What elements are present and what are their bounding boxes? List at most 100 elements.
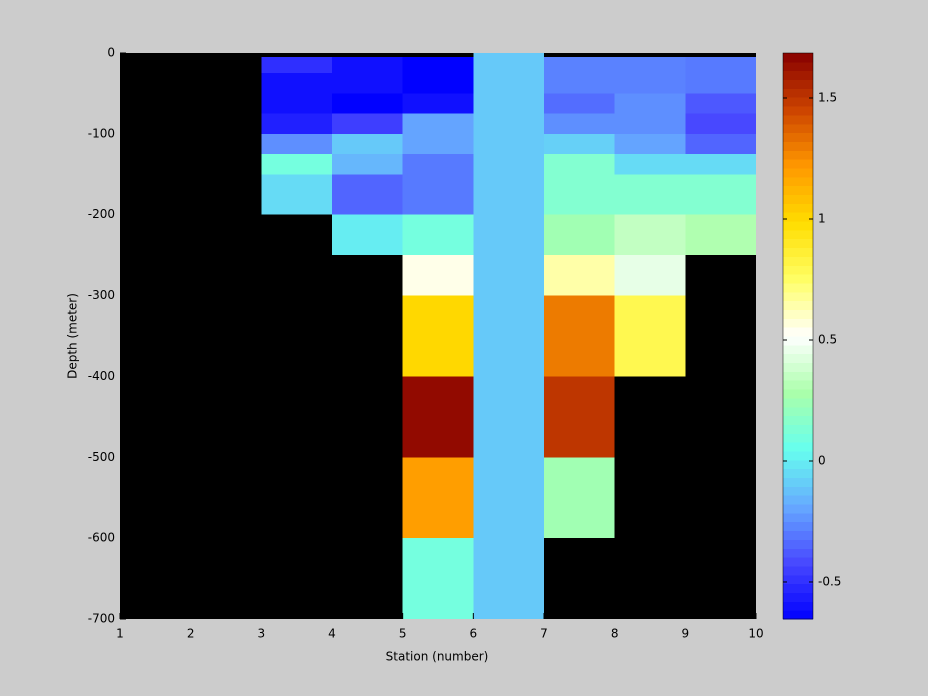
heatmap-cell: [544, 376, 615, 458]
heatmap-cell: [685, 57, 756, 74]
colorbar-segment: [783, 565, 813, 576]
heatmap-cell: [332, 133, 403, 155]
heatmap-cell: [544, 113, 615, 134]
heatmap-cell: [402, 73, 474, 94]
colorbar-segment: [783, 557, 813, 567]
heatmap-cell: [544, 133, 615, 155]
colorbar-segment: [783, 141, 813, 151]
colorbar-segment: [783, 318, 813, 328]
colorbar-segment: [783, 380, 813, 390]
colorbar-segment: [783, 495, 813, 505]
colorbar-tick-label: 1: [818, 212, 826, 226]
heatmap-cell: [402, 538, 474, 619]
heatmap-cell: [473, 255, 544, 296]
heatmap-cell: [685, 93, 756, 114]
colorbar-segment: [783, 238, 813, 249]
colorbar-segment: [783, 203, 813, 213]
colorbar-segment: [783, 282, 813, 293]
x-tick-label: 4: [328, 627, 336, 641]
heatmap-cell: [261, 113, 332, 134]
heatmap-cell: [402, 255, 474, 296]
colorbar-segment: [783, 601, 813, 611]
colorbar-segment: [783, 150, 813, 160]
colorbar-segment: [783, 592, 813, 602]
colorbar-segment: [783, 61, 813, 72]
x-tick-label: 3: [258, 627, 266, 641]
heatmap-cell: [544, 214, 615, 256]
colorbar-segment: [783, 309, 813, 319]
heatmap-cell: [402, 376, 474, 458]
heatmap-cell: [614, 73, 686, 94]
colorbar-segment: [783, 123, 813, 134]
y-tick-label: -500: [88, 450, 115, 464]
colorbar-segment: [783, 300, 813, 310]
colorbar-segment: [783, 212, 813, 222]
heatmap-cell: [614, 93, 686, 114]
colorbar-segment: [783, 265, 813, 275]
colorbar-segment: [783, 221, 813, 231]
heatmap-cell: [473, 57, 544, 74]
x-tick-label: 10: [748, 627, 763, 641]
heatmap-cell: [261, 133, 332, 155]
colorbar-segment: [783, 327, 813, 337]
colorbar-segment: [783, 424, 813, 434]
heatmap-cell: [685, 113, 756, 134]
heatmap-cell: [685, 174, 756, 215]
heatmap-cell: [473, 214, 544, 256]
x-tick-label: 9: [682, 627, 690, 641]
heatmap-cell: [473, 113, 544, 134]
x-tick-label: 1: [116, 627, 124, 641]
y-tick-label: -400: [88, 369, 115, 383]
colorbar-segment: [783, 477, 813, 487]
y-tick-label: -100: [88, 126, 115, 140]
colorbar-segment: [783, 114, 813, 125]
heatmap-cell: [544, 93, 615, 114]
heatmap-cell: [473, 93, 544, 114]
colorbar-segment: [783, 247, 813, 257]
heatmap-cell: [614, 214, 686, 256]
colorbar-segment: [783, 397, 813, 408]
colorbar-segment: [783, 70, 813, 81]
heatmap-cell: [402, 113, 474, 134]
x-tick-label: 5: [399, 627, 407, 641]
heatmap-cell: [544, 154, 615, 175]
heatmap-cell: [332, 174, 403, 215]
heatmap-cell: [544, 73, 615, 94]
colorbar-segment: [783, 450, 813, 461]
heatmap-cell: [685, 73, 756, 94]
colorbar-segment: [783, 521, 813, 532]
heatmap-cell: [473, 538, 544, 619]
y-tick-label: 0: [107, 46, 115, 60]
y-tick-label: -300: [88, 288, 115, 302]
colorbar-segment: [783, 79, 813, 89]
x-tick-label: 8: [611, 627, 619, 641]
colorbar-segment: [783, 433, 813, 443]
colorbar-segment: [783, 336, 813, 346]
colorbar-segment: [783, 574, 813, 585]
heatmap-cell: [402, 93, 474, 114]
colorbar-tick-label: 0: [818, 453, 826, 467]
y-tick-label: -600: [88, 531, 115, 545]
heatmap-cell: [332, 57, 403, 74]
colorbar-segment: [783, 159, 813, 169]
heatmap-cell: [614, 113, 686, 134]
heatmap-cell: [473, 154, 544, 175]
colorbar-segment: [783, 504, 813, 514]
x-axis-label: Station (number): [386, 650, 489, 664]
heatmap-cell: [614, 255, 686, 296]
x-tick-label: 2: [187, 627, 195, 641]
heatmap-cell: [261, 57, 332, 74]
heatmap-cell: [402, 154, 474, 175]
colorbar-segment: [783, 486, 813, 496]
heatmap-cell: [402, 133, 474, 155]
heatmap-cell: [402, 57, 474, 74]
colorbar-segment: [783, 106, 813, 116]
heatmap-cell: [685, 133, 756, 155]
heatmap-cell: [402, 174, 474, 215]
heatmap-cell: [544, 255, 615, 296]
colorbar-segment: [783, 406, 813, 417]
heatmap-cell: [332, 113, 403, 134]
heatmap-cell: [473, 295, 544, 377]
heatmap-cell: [473, 174, 544, 215]
